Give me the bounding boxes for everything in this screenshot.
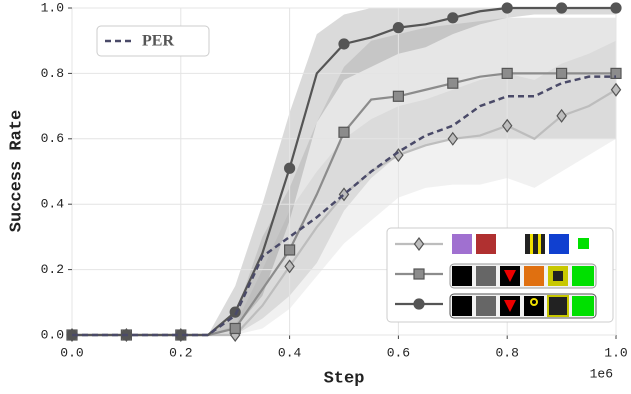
legend-marker bbox=[413, 268, 425, 280]
y-tick-label: 0.4 bbox=[41, 197, 65, 212]
marker bbox=[447, 131, 459, 146]
icons-row-3 bbox=[449, 293, 597, 319]
y-tick-label: 0.8 bbox=[41, 66, 64, 81]
marker bbox=[392, 90, 404, 102]
marker bbox=[392, 22, 404, 34]
marker bbox=[284, 162, 296, 174]
icon bbox=[524, 266, 544, 286]
marker bbox=[284, 259, 295, 274]
icons-row-1 bbox=[452, 234, 589, 254]
marker bbox=[555, 67, 568, 80]
marker bbox=[610, 82, 622, 97]
marker bbox=[556, 108, 567, 123]
icon bbox=[476, 296, 496, 316]
icon bbox=[476, 234, 496, 254]
marker bbox=[610, 67, 622, 80]
lines bbox=[66, 2, 622, 343]
x-tick-label: 0.0 bbox=[60, 345, 83, 360]
icon bbox=[530, 298, 538, 306]
icon bbox=[578, 238, 589, 249]
icon bbox=[547, 295, 569, 317]
marker bbox=[338, 126, 350, 138]
icons-row-2 bbox=[449, 263, 597, 289]
y-tick-label: 1.0 bbox=[41, 0, 64, 15]
x-offset-label: 1e6 bbox=[590, 366, 613, 381]
y-tick-label: 0.6 bbox=[41, 131, 64, 146]
marker bbox=[229, 322, 241, 335]
icon bbox=[504, 270, 516, 282]
icon bbox=[452, 266, 472, 286]
y-tick-label: 0.0 bbox=[41, 327, 64, 342]
icon bbox=[452, 296, 472, 316]
icon bbox=[553, 271, 563, 281]
legend-box bbox=[96, 25, 210, 57]
marker bbox=[501, 118, 513, 133]
marker bbox=[555, 2, 568, 14]
icon bbox=[538, 234, 541, 254]
marker bbox=[229, 306, 241, 318]
x-axis-label: Step bbox=[324, 369, 365, 388]
marker bbox=[284, 244, 296, 256]
series-line bbox=[72, 75, 616, 337]
x-tick-label: 0.6 bbox=[387, 345, 410, 360]
icon bbox=[572, 296, 594, 316]
marker bbox=[338, 38, 350, 50]
icon bbox=[530, 234, 533, 254]
marker bbox=[501, 67, 513, 80]
y-tick-label: 0.2 bbox=[41, 262, 64, 277]
icon-legend bbox=[386, 227, 614, 323]
confidence-band bbox=[72, 17, 616, 336]
legend-label: PER bbox=[142, 33, 174, 50]
icon bbox=[504, 300, 516, 312]
icon bbox=[549, 234, 569, 254]
icon bbox=[452, 234, 472, 254]
marker bbox=[501, 2, 513, 14]
icon bbox=[476, 266, 496, 286]
marker bbox=[610, 2, 622, 14]
marker bbox=[447, 77, 459, 89]
icon bbox=[572, 266, 594, 286]
legend-marker bbox=[413, 298, 425, 310]
x-tick-label: 0.4 bbox=[278, 345, 302, 360]
x-tick-label: 0.2 bbox=[169, 345, 192, 360]
icon bbox=[525, 234, 545, 254]
x-tick-label: 0.8 bbox=[495, 345, 518, 360]
marker bbox=[447, 12, 459, 24]
legend-marker bbox=[413, 237, 425, 251]
x-tick-label: 1.0 bbox=[604, 345, 627, 360]
y-axis-label: Success Rate bbox=[7, 110, 26, 232]
